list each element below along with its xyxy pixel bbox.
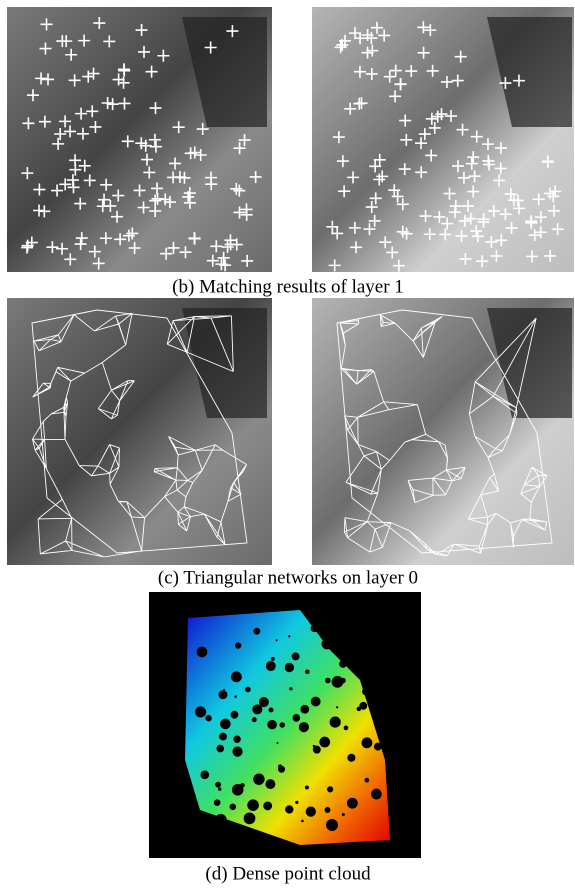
caption: (c) Triangular networks on layer 0 <box>158 567 418 588</box>
caption: (b) Matching results of layer 1 <box>172 276 404 297</box>
caption: (d) Dense point cloud <box>205 863 371 884</box>
images <box>7 7 574 858</box>
page: (b) Matching results of layer 1 (c) Tria… <box>0 0 575 888</box>
figure: (b) Matching results of layer 1 (c) Tria… <box>0 0 575 888</box>
